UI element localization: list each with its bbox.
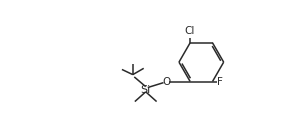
Text: O: O	[162, 76, 170, 87]
Text: Cl: Cl	[184, 26, 195, 36]
Text: F: F	[217, 76, 223, 87]
Text: Si: Si	[141, 85, 151, 94]
